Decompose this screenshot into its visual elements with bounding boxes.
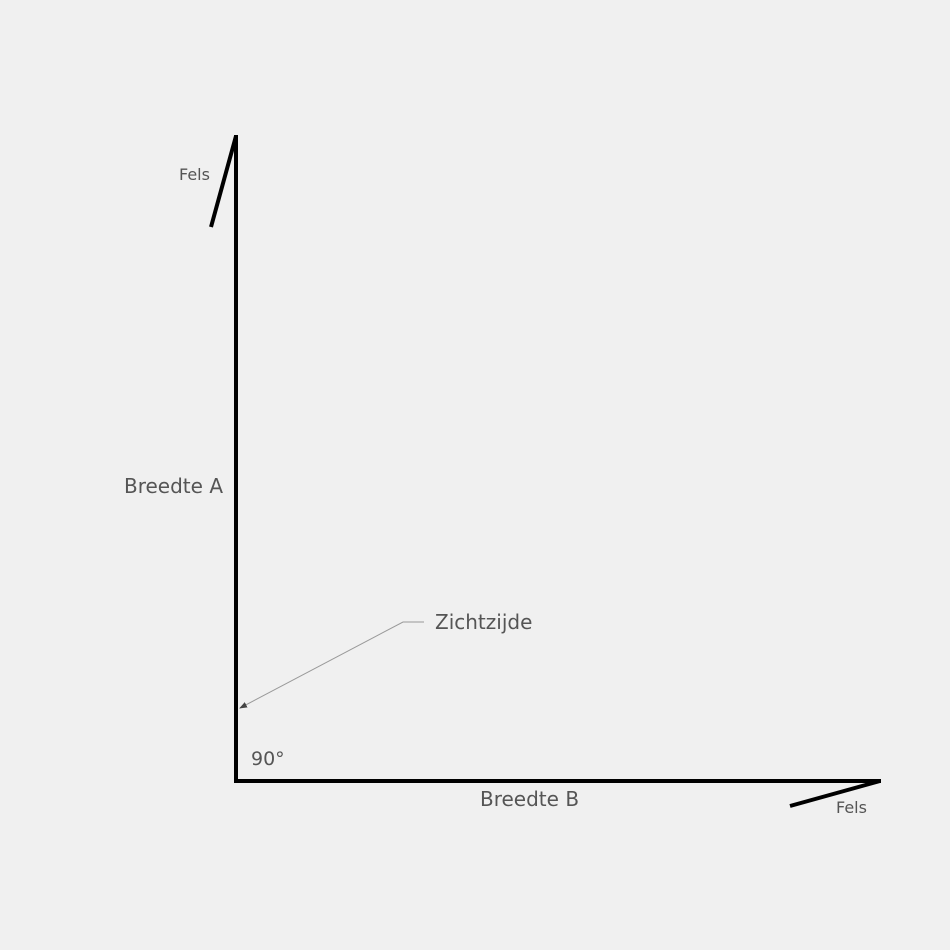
fels-top-line	[209, 135, 238, 228]
angle-label: 90°	[251, 748, 285, 770]
zichtzijde-leader-arrow	[239, 621, 424, 709]
fels-top-label: Fels	[179, 165, 210, 184]
zichtzijde-label: Zichtzijde	[435, 610, 533, 634]
breedte-a-label: Breedte A	[124, 474, 223, 498]
breedte-b-label: Breedte B	[480, 787, 580, 811]
fels-bottom-label: Fels	[836, 798, 867, 817]
fels-bottom-line	[789, 779, 881, 808]
